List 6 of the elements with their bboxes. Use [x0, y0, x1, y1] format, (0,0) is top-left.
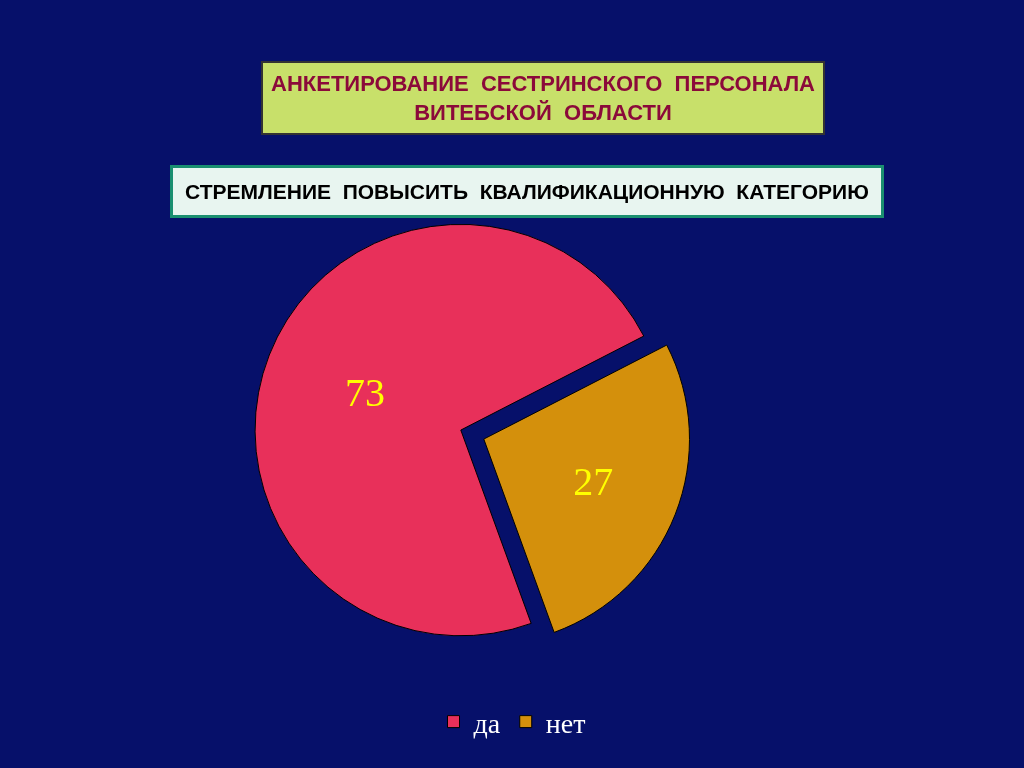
legend-label: нет [545, 707, 586, 739]
data-label: 27 [573, 459, 614, 505]
chart-subtitle: СТРЕМЛЕНИЕ ПОВЫСИТЬ КВАЛИФИКАЦИОННУЮ КАТЕГОРИЮ [185, 180, 869, 203]
legend-label: да [473, 707, 501, 739]
data-label: 73 [345, 370, 386, 416]
chart-title: АНКЕТИРОВАНИЕ СЕСТРИНСКОГО ПЕРСОНАЛА ВИТЕБСКОЙ ОБЛАСТИ [271, 71, 816, 125]
